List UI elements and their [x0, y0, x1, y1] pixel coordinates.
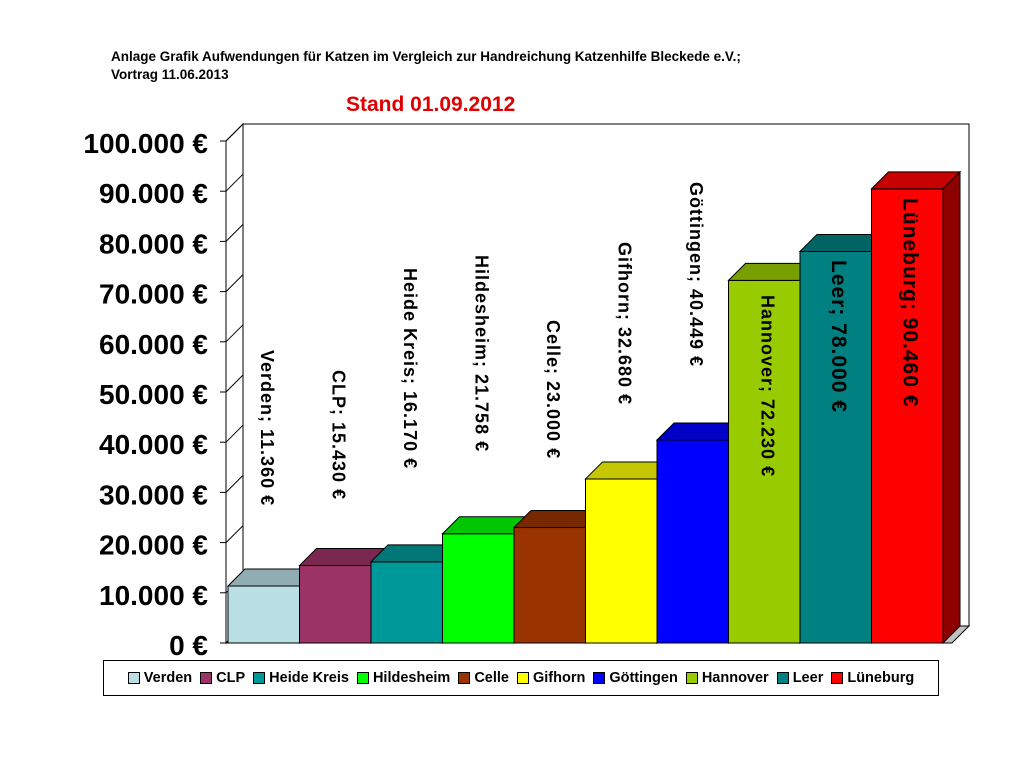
bar-side — [942, 170, 961, 645]
legend-label: Celle — [474, 670, 509, 686]
legend-swatch — [127, 672, 140, 684]
y-tick-label: 20.000 € — [99, 530, 208, 561]
legend-label: Leer — [792, 670, 824, 686]
y-tick-label: 100.000 € — [83, 128, 208, 159]
bar-front — [728, 279, 801, 644]
legend-label: Gifhorn — [532, 670, 586, 686]
bar-front — [442, 533, 515, 644]
y-tick-label: 40.000 € — [99, 429, 208, 460]
legend-swatch — [200, 672, 213, 684]
legend-swatch — [831, 672, 844, 684]
legend-swatch — [776, 672, 789, 684]
gridline-diagonal — [225, 424, 244, 443]
legend-label: Hildesheim — [372, 670, 451, 686]
data-label: Göttingen; 40.449 € — [686, 182, 706, 367]
gridline-diagonal — [225, 173, 244, 192]
legend-swatch — [253, 672, 266, 684]
bar-heide-kreis — [369, 543, 461, 645]
y-tick-label: 90.000 € — [99, 178, 208, 209]
legend-swatch — [685, 672, 698, 684]
legend-swatch — [593, 672, 606, 684]
data-label: Verden; 11.360 € — [257, 350, 277, 506]
gridline-diagonal — [225, 475, 244, 493]
legend-label: Heide Kreis — [269, 670, 349, 686]
gridline-diagonal — [225, 224, 244, 242]
gridline-diagonal — [225, 123, 244, 142]
y-tick-label: 60.000 € — [99, 329, 208, 360]
data-label: Leer; 78.000 € — [827, 260, 850, 413]
y-tick-label: 70.000 € — [99, 279, 208, 310]
legend-item: CLP — [200, 670, 245, 686]
data-label: Celle; 23.000 € — [543, 320, 563, 459]
y-tick-label: 80.000 € — [99, 228, 208, 259]
bar-front — [585, 478, 658, 644]
data-label: Hannover; 72.230 € — [758, 295, 778, 477]
data-label: CLP; 15.430 € — [329, 370, 349, 500]
data-label: Hildesheim; 21.758 € — [472, 255, 492, 452]
legend-label: CLP — [216, 670, 246, 686]
bar-lüneburg — [870, 170, 962, 645]
legend-item: Lüneburg — [831, 670, 914, 686]
data-label: Heide Kreis; 16.170 € — [400, 268, 420, 469]
bar-front — [656, 439, 729, 644]
data-label: Lüneburg; 90.460 € — [899, 198, 922, 407]
legend-label: Verden — [143, 670, 193, 686]
gridline-diagonal — [225, 274, 244, 292]
chart-title-line-2: Vortrag 11.06.2013 — [111, 67, 229, 82]
legend-item: Heide Kreis — [253, 670, 349, 686]
bar-front — [370, 561, 443, 644]
legend-item: Hannover — [685, 670, 769, 686]
legend-swatch — [458, 672, 471, 684]
bar-front — [299, 565, 372, 644]
bar-front — [513, 527, 586, 644]
y-tick-label: 50.000 € — [99, 379, 208, 410]
legend-label: Hannover — [701, 670, 769, 686]
legend-label: Lüneburg — [847, 670, 915, 686]
legend-item: Verden — [127, 670, 193, 686]
legend-item: Leer — [776, 670, 824, 686]
y-tick-label: 10.000 € — [99, 580, 208, 611]
legend-item: Gifhorn — [516, 670, 586, 686]
data-label: Gifhorn; 32.680 € — [615, 242, 635, 405]
gridline-diagonal — [225, 374, 244, 393]
legend-item: Hildesheim — [356, 670, 451, 686]
chart-subtitle: Stand 01.09.2012 — [346, 93, 516, 116]
legend-item: Celle — [458, 670, 509, 686]
gridline-diagonal — [225, 324, 244, 343]
y-tick-label: 30.000 € — [99, 479, 208, 510]
bar-front — [227, 585, 300, 644]
legend-item: Göttingen — [593, 670, 678, 686]
legend-swatch — [356, 672, 369, 684]
bar-front — [871, 188, 944, 644]
legend-label: Göttingen — [609, 670, 678, 686]
chart-title-line-1: Anlage Grafik Aufwendungen für Katzen im… — [111, 49, 741, 64]
bar-front — [799, 250, 872, 644]
chart-title: Anlage Grafik Aufwendungen für Katzen im… — [111, 48, 991, 84]
y-tick-label: 0 € — [169, 630, 208, 661]
gridline-diagonal — [225, 525, 244, 543]
legend-swatch — [516, 672, 529, 684]
chart-legend: Verden CLP Heide Kreis Hildesheim Celle Gifho… — [103, 660, 939, 696]
